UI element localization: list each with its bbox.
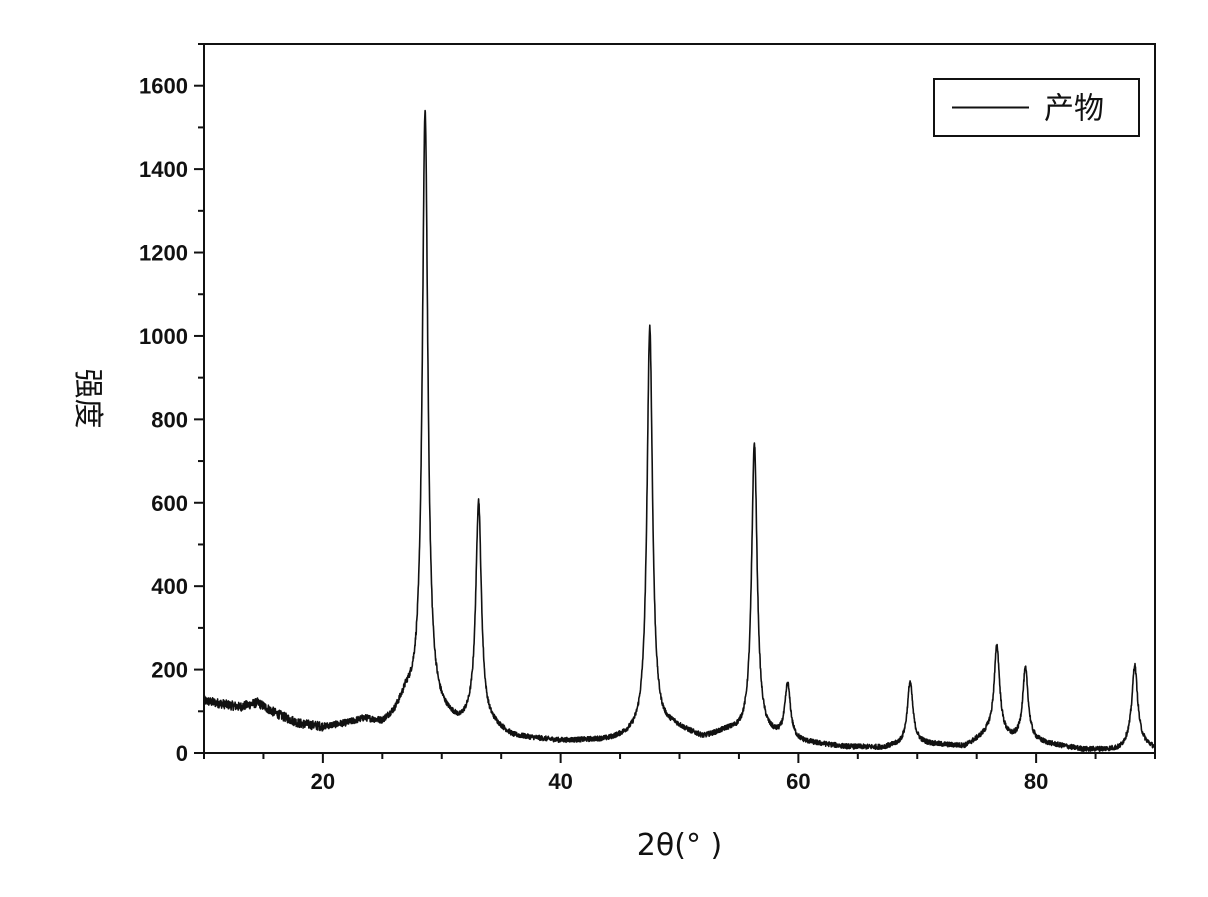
plot-area — [203, 43, 1156, 754]
y-tick-label: 1400 — [139, 157, 188, 182]
plot-frame — [203, 43, 1156, 754]
y-tick-label: 1200 — [139, 241, 188, 266]
y-axis-label: 强度 — [70, 369, 105, 429]
y-tick-label: 1000 — [139, 324, 188, 349]
y-tick-label: 200 — [151, 658, 188, 683]
x-axis-ticks: 20 40 60 80 — [203, 753, 1156, 794]
y-tick-label: 0 — [176, 741, 188, 766]
x-tick-label: 20 — [311, 769, 335, 794]
y-tick-label: 800 — [151, 407, 188, 432]
legend: 产物 — [933, 78, 1140, 137]
y-tick-label: 1600 — [139, 74, 188, 99]
y-tick-label: 600 — [151, 491, 188, 516]
series-line — [203, 109, 1156, 752]
x-axis-label: 2θ(° ) — [637, 828, 722, 863]
x-tick-label: 80 — [1024, 769, 1048, 794]
y-axis-ticks: 0 200 400 600 800 1000 1200 1400 1600 — [139, 43, 204, 766]
y-tick-label: 400 — [151, 574, 188, 599]
legend-entry-label: 产物 — [1044, 92, 1104, 127]
x-tick-label: 60 — [786, 769, 810, 794]
x-tick-label: 40 — [548, 769, 572, 794]
